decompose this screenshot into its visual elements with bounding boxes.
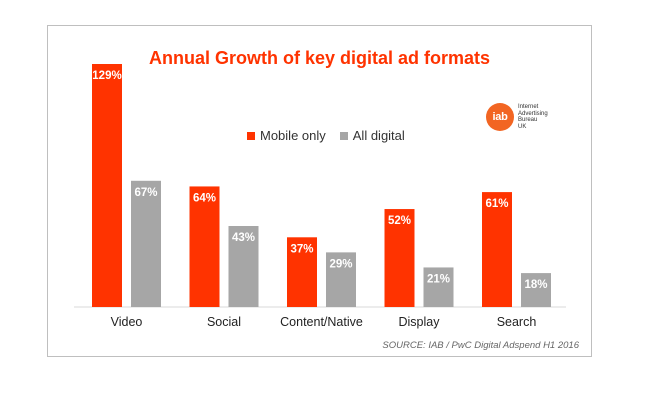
legend-item-all-digital: All digital <box>339 128 405 143</box>
data-label: 18% <box>524 279 547 291</box>
data-label: 37% <box>290 243 313 255</box>
x-tick-label: Search <box>497 315 537 329</box>
chart-legend: Mobile only All digital <box>247 128 419 143</box>
legend-swatch-all-digital <box>339 131 348 140</box>
x-tick-label: Video <box>111 315 143 329</box>
legend-swatch-mobile <box>247 131 255 140</box>
iab-logo-text: Internet Advertising Bureau UK <box>518 104 548 130</box>
bar-mobile-content-native <box>287 237 317 307</box>
data-label: 21% <box>427 273 450 285</box>
bar-all-digital-social <box>228 226 259 307</box>
x-tick-label: Social <box>207 315 241 329</box>
x-tick-label: Content/Native <box>280 315 363 329</box>
data-label: 29% <box>329 258 352 270</box>
bar-all-digital-content-native <box>326 252 356 307</box>
bar-all-digital-video <box>131 180 161 307</box>
iab-logo: iab Internet Advertising Bureau UK <box>486 103 548 131</box>
bar-mobile-social <box>189 186 220 307</box>
iab-logo-line: Internet <box>518 104 539 110</box>
data-label: 61% <box>485 198 508 210</box>
data-label: 64% <box>193 192 216 204</box>
bar-mobile-search <box>482 192 512 307</box>
legend-label-mobile: Mobile only <box>260 128 326 143</box>
x-tick-label: Display <box>399 315 441 329</box>
bar-all-digital-display <box>423 267 454 307</box>
data-label: 52% <box>388 215 411 227</box>
iab-logo-line: Bureau <box>518 117 538 123</box>
legend-item-mobile: Mobile only <box>247 128 326 143</box>
bar-mobile-video <box>92 64 122 307</box>
iab-logo-line: Advertising <box>518 110 548 117</box>
chart-title: Annual Growth of key digital ad formats <box>148 48 491 68</box>
data-label: 129% <box>92 70 121 82</box>
legend-label-all-digital: All digital <box>352 128 405 143</box>
iab-logo-line: UK <box>518 123 527 130</box>
data-label: 43% <box>232 232 255 244</box>
bar-mobile-display <box>384 209 415 307</box>
bar-all-digital-search <box>521 273 551 307</box>
source-note: SOURCE: IAB / PwC Digital Adspend H1 201… <box>382 340 579 351</box>
data-label: 67% <box>134 187 157 199</box>
iab-logo-mark: iab <box>486 103 514 131</box>
